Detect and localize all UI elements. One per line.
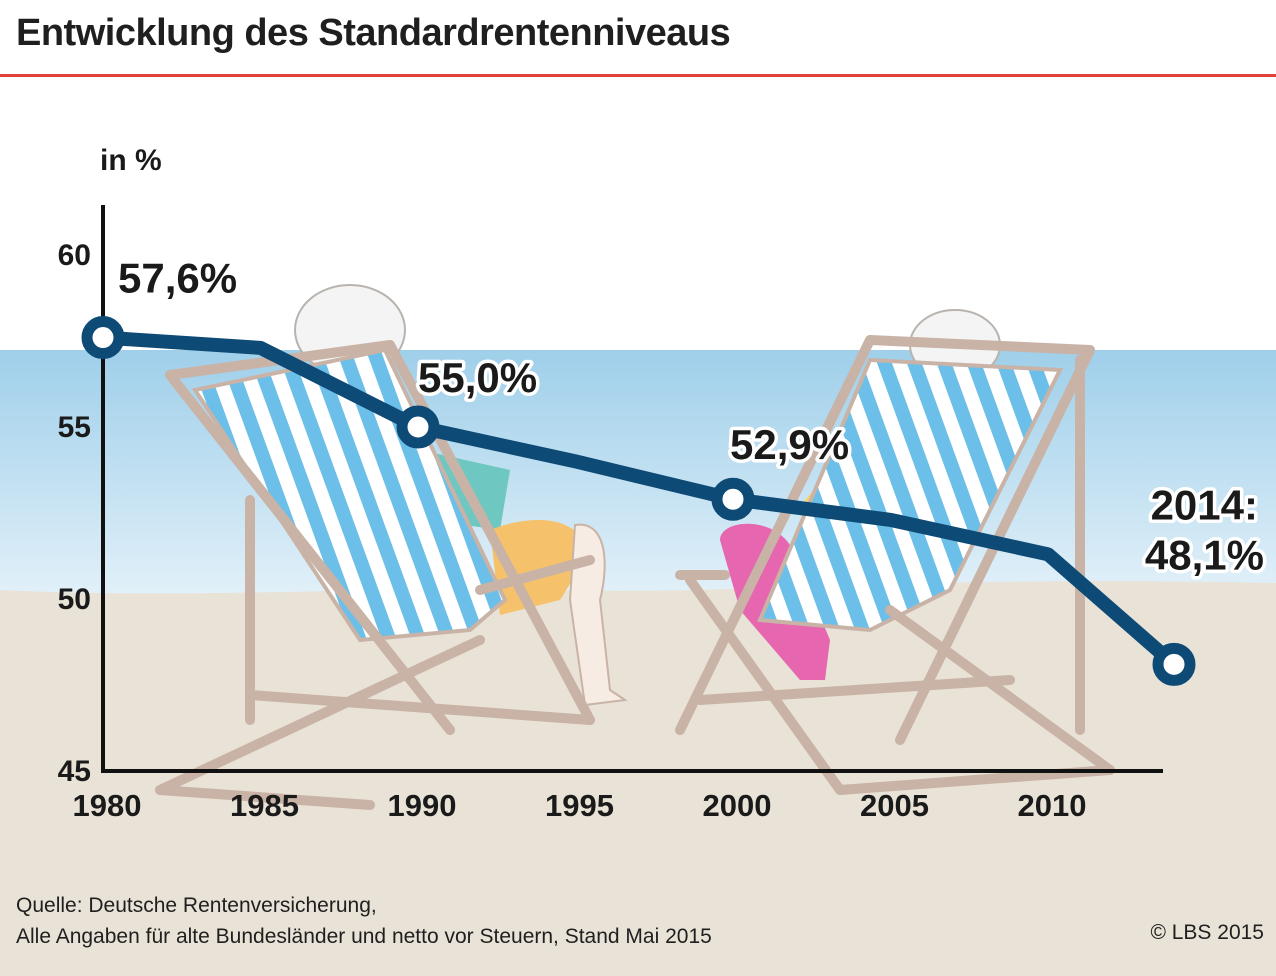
source-line-1: Quelle: Deutsche Rentenversicherung, xyxy=(16,894,377,917)
title-bar: Entwicklung des Standardrentenniveaus xyxy=(0,0,1276,77)
y-tick-label-50: 50 xyxy=(58,583,91,616)
x-tick-label-1985: 1985 xyxy=(230,788,299,823)
data-label-2014: 48,1% xyxy=(1145,531,1264,578)
x-tick-label-1990: 1990 xyxy=(388,788,457,823)
series xyxy=(81,316,1196,686)
y-axis-unit-label: in % xyxy=(100,144,162,177)
source-note: Quelle: Deutsche Rentenversicherung, All… xyxy=(16,890,712,952)
right-deck-chair xyxy=(675,335,1115,795)
x-tick-label-2000: 2000 xyxy=(703,788,772,823)
background-illustration xyxy=(0,77,1276,976)
data-label-1980: 57,6% xyxy=(118,255,237,302)
x-tick-label-2005: 2005 xyxy=(860,788,929,823)
y-tick-label-55: 55 xyxy=(58,411,91,444)
data-point-2014 xyxy=(1152,642,1196,686)
data-label-2000: 52,9% xyxy=(730,421,849,468)
data-point-2000 xyxy=(711,477,755,521)
copyright: © LBS 2015 xyxy=(1150,921,1264,944)
data-label-1990: 55,0% xyxy=(418,354,537,401)
data-label-year-2014: 2014: xyxy=(1151,481,1258,528)
chart-title: Entwicklung des Standardrentenniveaus xyxy=(16,12,731,54)
series-line-0 xyxy=(96,330,1181,672)
x-tick-label-2010: 2010 xyxy=(1018,788,1087,823)
x-tick-label-1995: 1995 xyxy=(545,788,614,823)
source-line-2: Alle Angaben für alte Bundesländer und n… xyxy=(16,925,712,948)
y-tick-label-60: 60 xyxy=(58,239,91,272)
x-tick-label-1980: 1980 xyxy=(73,788,142,823)
data-point-1990 xyxy=(396,405,440,449)
axes: 45 50 55 60 1980 1985 1990 1995 2000 2005 2010 xyxy=(58,205,1163,823)
y-tick-label-45: 45 xyxy=(58,755,91,788)
data-point-1980 xyxy=(81,316,125,360)
data-labels: 57,6% 55,0% 52,9% 2014:48,1% xyxy=(115,251,1268,582)
